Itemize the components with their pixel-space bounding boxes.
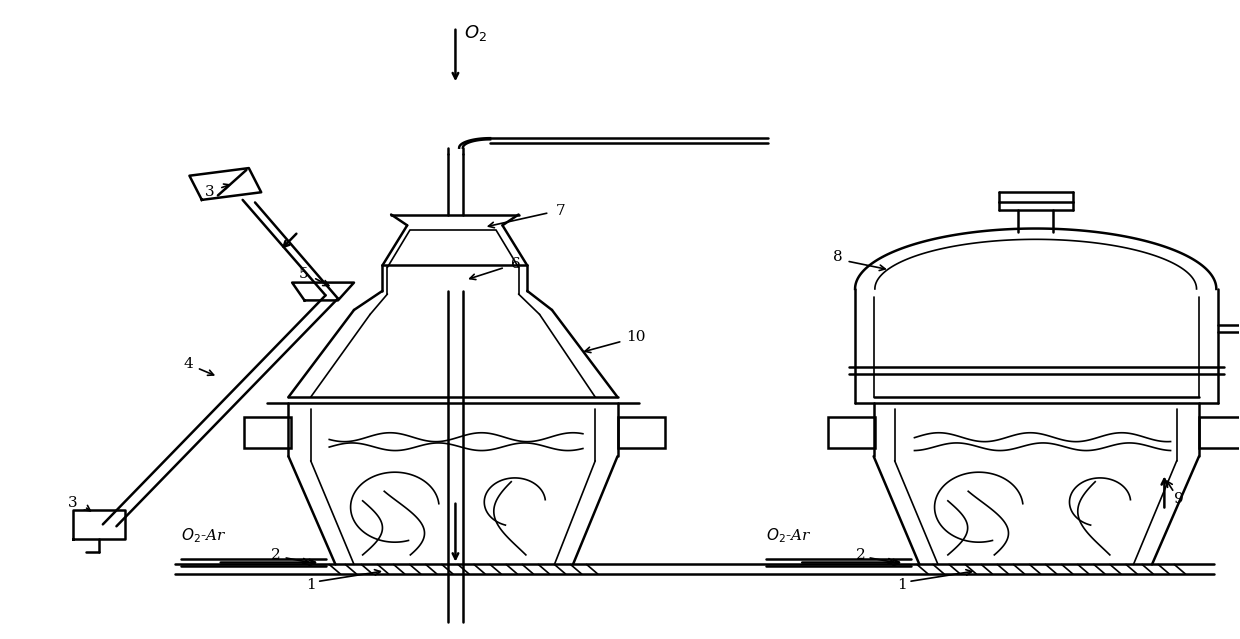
Text: 4: 4 (184, 357, 193, 371)
Text: 2: 2 (857, 548, 866, 562)
Text: $O_2$-Ar: $O_2$-Ar (181, 527, 226, 545)
FancyBboxPatch shape (828, 417, 875, 448)
FancyBboxPatch shape (244, 417, 291, 448)
Text: 3: 3 (205, 185, 215, 199)
FancyBboxPatch shape (1199, 417, 1240, 448)
Text: 10: 10 (626, 330, 646, 344)
Text: 9: 9 (1174, 492, 1184, 506)
Text: 6: 6 (511, 256, 521, 270)
Text: 5: 5 (299, 266, 309, 281)
Text: 3: 3 (68, 496, 78, 510)
Text: 1: 1 (898, 578, 906, 592)
Text: 7: 7 (556, 204, 565, 219)
Text: 2: 2 (272, 548, 281, 562)
Text: 1: 1 (306, 578, 315, 592)
Text: 8: 8 (833, 250, 843, 264)
FancyBboxPatch shape (618, 417, 665, 448)
Text: $O_2$: $O_2$ (464, 23, 487, 43)
Text: $O_2$-Ar: $O_2$-Ar (766, 527, 811, 545)
